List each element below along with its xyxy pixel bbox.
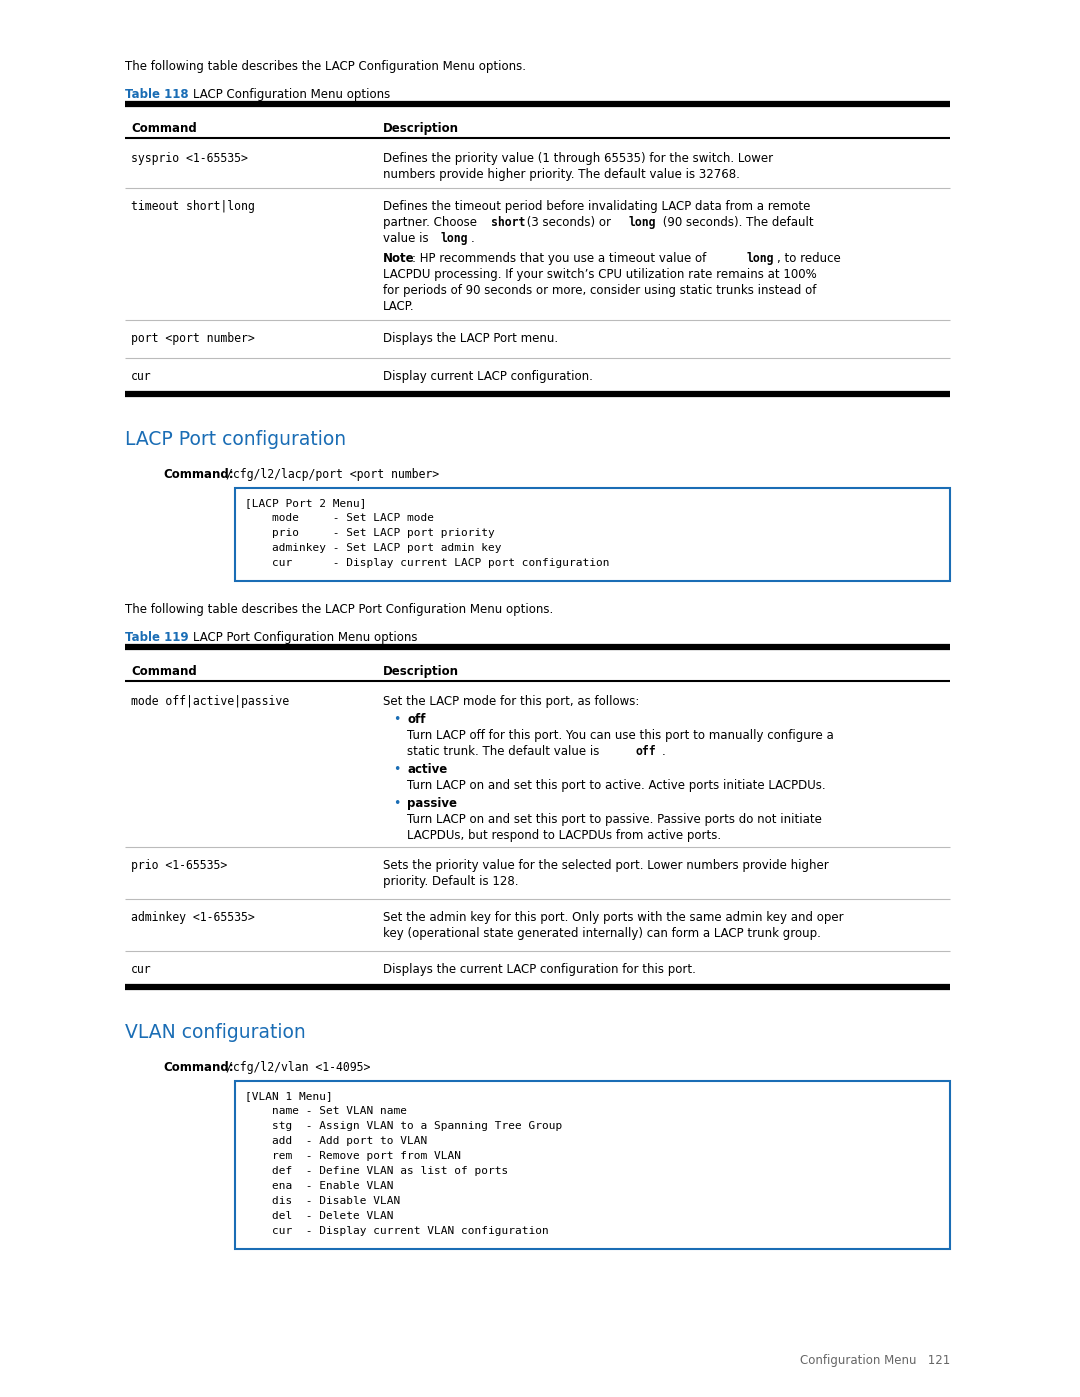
Text: /cfg/l2/vlan <1-4095>: /cfg/l2/vlan <1-4095> — [226, 1060, 370, 1074]
Text: LACP Port configuration: LACP Port configuration — [125, 430, 346, 448]
Text: short: short — [491, 217, 525, 229]
Text: mode     - Set LACP mode: mode - Set LACP mode — [245, 513, 434, 522]
Text: long: long — [747, 251, 774, 265]
Text: Description: Description — [383, 122, 459, 136]
Text: [VLAN 1 Menu]: [VLAN 1 Menu] — [245, 1091, 333, 1101]
Text: numbers provide higher priority. The default value is 32768.: numbers provide higher priority. The def… — [383, 168, 740, 182]
Text: cur  - Display current VLAN configuration: cur - Display current VLAN configuration — [245, 1227, 549, 1236]
Text: Description: Description — [383, 665, 459, 678]
Text: priority. Default is 128.: priority. Default is 128. — [383, 875, 518, 888]
Text: off: off — [407, 712, 426, 726]
Text: cur: cur — [131, 963, 151, 977]
Text: cur: cur — [131, 370, 151, 383]
Text: .: . — [471, 232, 475, 244]
Text: Table 118: Table 118 — [125, 88, 189, 101]
Text: for periods of 90 seconds or more, consider using static trunks instead of: for periods of 90 seconds or more, consi… — [383, 284, 816, 298]
Text: •: • — [393, 798, 401, 810]
Text: Turn LACP on and set this port to active. Active ports initiate LACPDUs.: Turn LACP on and set this port to active… — [407, 780, 825, 792]
Text: long: long — [629, 217, 657, 229]
Text: Defines the priority value (1 through 65535) for the switch. Lower: Defines the priority value (1 through 65… — [383, 152, 773, 165]
Text: LACPDUs, but respond to LACPDUs from active ports.: LACPDUs, but respond to LACPDUs from act… — [407, 828, 721, 842]
Text: passive: passive — [407, 798, 457, 810]
Bar — [235, 1081, 950, 1249]
Text: Turn LACP on and set this port to passive. Passive ports do not initiate: Turn LACP on and set this port to passiv… — [407, 813, 822, 826]
Text: Set the admin key for this port. Only ports with the same admin key and oper: Set the admin key for this port. Only po… — [383, 911, 843, 923]
Text: off: off — [635, 745, 656, 759]
Text: mode off|active|passive: mode off|active|passive — [131, 694, 289, 708]
Text: rem  - Remove port from VLAN: rem - Remove port from VLAN — [245, 1151, 461, 1161]
Text: Note: Note — [383, 251, 415, 265]
Text: partner. Choose: partner. Choose — [383, 217, 481, 229]
Text: •: • — [393, 712, 401, 726]
Text: [LACP Port 2 Menu]: [LACP Port 2 Menu] — [245, 497, 366, 509]
Text: (90 seconds). The default: (90 seconds). The default — [659, 217, 813, 229]
Text: Displays the LACP Port menu.: Displays the LACP Port menu. — [383, 332, 558, 345]
Bar — [235, 488, 950, 581]
Text: def  - Define VLAN as list of ports: def - Define VLAN as list of ports — [245, 1166, 509, 1176]
Text: •: • — [393, 763, 401, 775]
Text: value is: value is — [383, 232, 432, 244]
Text: LACP.: LACP. — [383, 300, 415, 313]
Text: Turn LACP off for this port. You can use this port to manually configure a: Turn LACP off for this port. You can use… — [407, 729, 834, 742]
Text: Sets the priority value for the selected port. Lower numbers provide higher: Sets the priority value for the selected… — [383, 859, 828, 872]
Text: LACP Configuration Menu options: LACP Configuration Menu options — [193, 88, 390, 101]
Text: /cfg/l2/lacp/port <port number>: /cfg/l2/lacp/port <port number> — [226, 468, 440, 481]
Text: add  - Add port to VLAN: add - Add port to VLAN — [245, 1136, 428, 1146]
Text: del  - Delete VLAN: del - Delete VLAN — [245, 1211, 393, 1221]
Text: ena  - Enable VLAN: ena - Enable VLAN — [245, 1180, 393, 1192]
Text: adminkey - Set LACP port admin key: adminkey - Set LACP port admin key — [245, 543, 501, 553]
Text: The following table describes the LACP Configuration Menu options.: The following table describes the LACP C… — [125, 60, 526, 73]
Text: active: active — [407, 763, 447, 775]
Text: stg  - Assign VLAN to a Spanning Tree Group: stg - Assign VLAN to a Spanning Tree Gro… — [245, 1120, 563, 1132]
Text: Display current LACP configuration.: Display current LACP configuration. — [383, 370, 593, 383]
Text: : HP recommends that you use a timeout value of: : HP recommends that you use a timeout v… — [411, 251, 710, 265]
Text: Set the LACP mode for this port, as follows:: Set the LACP mode for this port, as foll… — [383, 694, 639, 708]
Text: adminkey <1-65535>: adminkey <1-65535> — [131, 911, 255, 923]
Text: name - Set VLAN name: name - Set VLAN name — [245, 1106, 407, 1116]
Text: key (operational state generated internally) can form a LACP trunk group.: key (operational state generated interna… — [383, 928, 821, 940]
Text: dis  - Disable VLAN: dis - Disable VLAN — [245, 1196, 401, 1206]
Text: Configuration Menu   121: Configuration Menu 121 — [800, 1354, 950, 1368]
Text: , to reduce: , to reduce — [777, 251, 840, 265]
Text: .: . — [662, 745, 665, 759]
Text: (3 seconds) or: (3 seconds) or — [523, 217, 615, 229]
Text: static trunk. The default value is: static trunk. The default value is — [407, 745, 603, 759]
Text: The following table describes the LACP Port Configuration Menu options.: The following table describes the LACP P… — [125, 604, 553, 616]
Text: LACP Port Configuration Menu options: LACP Port Configuration Menu options — [193, 631, 418, 644]
Text: VLAN configuration: VLAN configuration — [125, 1023, 306, 1042]
Text: Defines the timeout period before invalidating LACP data from a remote: Defines the timeout period before invali… — [383, 200, 810, 212]
Text: timeout short|long: timeout short|long — [131, 200, 255, 212]
Text: port <port number>: port <port number> — [131, 332, 255, 345]
Text: prio     - Set LACP port priority: prio - Set LACP port priority — [245, 528, 495, 538]
Text: prio <1-65535>: prio <1-65535> — [131, 859, 227, 872]
Text: sysprio <1-65535>: sysprio <1-65535> — [131, 152, 248, 165]
Text: Command: Command — [131, 665, 197, 678]
Text: LACPDU processing. If your switch’s CPU utilization rate remains at 100%: LACPDU processing. If your switch’s CPU … — [383, 268, 816, 281]
Text: long: long — [441, 232, 469, 244]
Text: cur      - Display current LACP port configuration: cur - Display current LACP port configur… — [245, 557, 609, 569]
Text: Command: Command — [131, 122, 197, 136]
Text: Command:: Command: — [163, 1060, 233, 1074]
Text: Command:: Command: — [163, 468, 233, 481]
Text: Displays the current LACP configuration for this port.: Displays the current LACP configuration … — [383, 963, 696, 977]
Text: Table 119: Table 119 — [125, 631, 189, 644]
